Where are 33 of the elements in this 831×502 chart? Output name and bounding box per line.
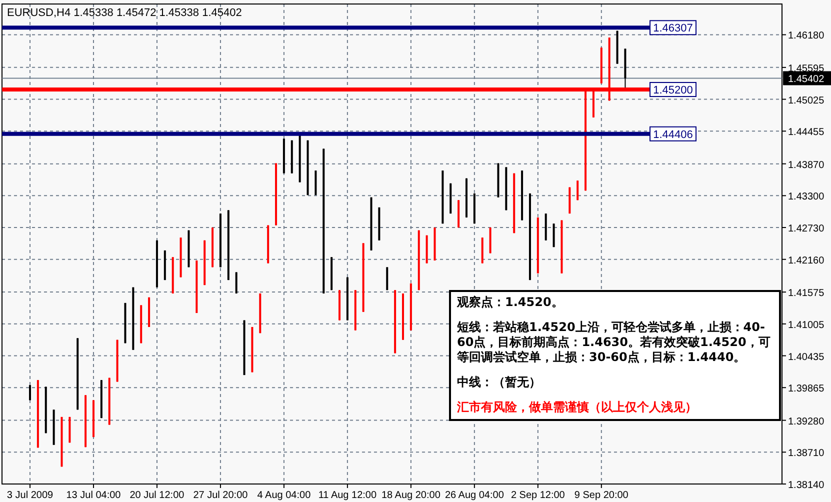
annotation: 观察点：1.4520。: [457, 295, 564, 310]
y-tick-label: 1.41005: [788, 320, 825, 331]
annotation: 短线：若站稳1.4520上沿，可轻仓尝试多单，止损：40-60点，目标前期高点：1.4630。若有效突破1.4520，可等回调尝试空单，止损：30-60点，目标：1.4440。: [457, 320, 772, 365]
x-tick-label: 13 Jul 04:00: [66, 490, 122, 501]
y-tick-label: 1.40435: [788, 352, 825, 363]
y-tick-label: 1.46180: [788, 30, 825, 42]
ref-line-label: 1.44406: [653, 128, 693, 141]
x-tick-label: 9 Sep 20:00: [574, 490, 629, 501]
annotation: 中线：（暂无）: [457, 375, 542, 390]
y-tick-label: 1.42730: [788, 224, 825, 235]
y-tick-label: 1.41575: [788, 288, 825, 300]
x-tick-label: 11 Aug 12:00: [318, 490, 377, 501]
y-tick-label: 1.39865: [788, 384, 825, 395]
y-tick-label: 1.38140: [788, 480, 825, 491]
annotation: 汇市有风险，做单需谨慎（以上仅个人浅见）: [457, 400, 698, 415]
x-tick-label: 27 Jul 20:00: [193, 490, 248, 501]
y-tick-label: 1.43300: [788, 192, 825, 203]
x-tick-label: 4 Aug 04:00: [257, 490, 312, 501]
x-tick-label: 20 Jul 12:00: [130, 490, 185, 501]
ref-line-label: 1.45200: [653, 84, 693, 96]
chart-title: EURUSD,H4 1.45338 1.45472 1.45338 1.45402: [7, 7, 242, 19]
y-tick-label: 1.38710: [788, 448, 825, 460]
ref-line-label: 1.46307: [653, 22, 693, 35]
y-tick-label: 1.45025: [788, 95, 825, 106]
x-tick-label: 3 Jul 2009: [6, 490, 54, 501]
ref-line-label: 1.45402: [788, 74, 825, 86]
y-tick-label: 1.44455: [788, 127, 825, 138]
x-tick-label: 2 Sep 12:00: [510, 490, 566, 501]
y-tick-label: 1.39280: [788, 416, 825, 428]
y-tick-label: 1.43870: [788, 160, 825, 171]
y-tick-label: 1.42160: [788, 255, 825, 266]
x-tick-label: 26 Aug 04:00: [444, 490, 504, 501]
x-tick-label: 18 Aug 20:00: [381, 490, 441, 501]
